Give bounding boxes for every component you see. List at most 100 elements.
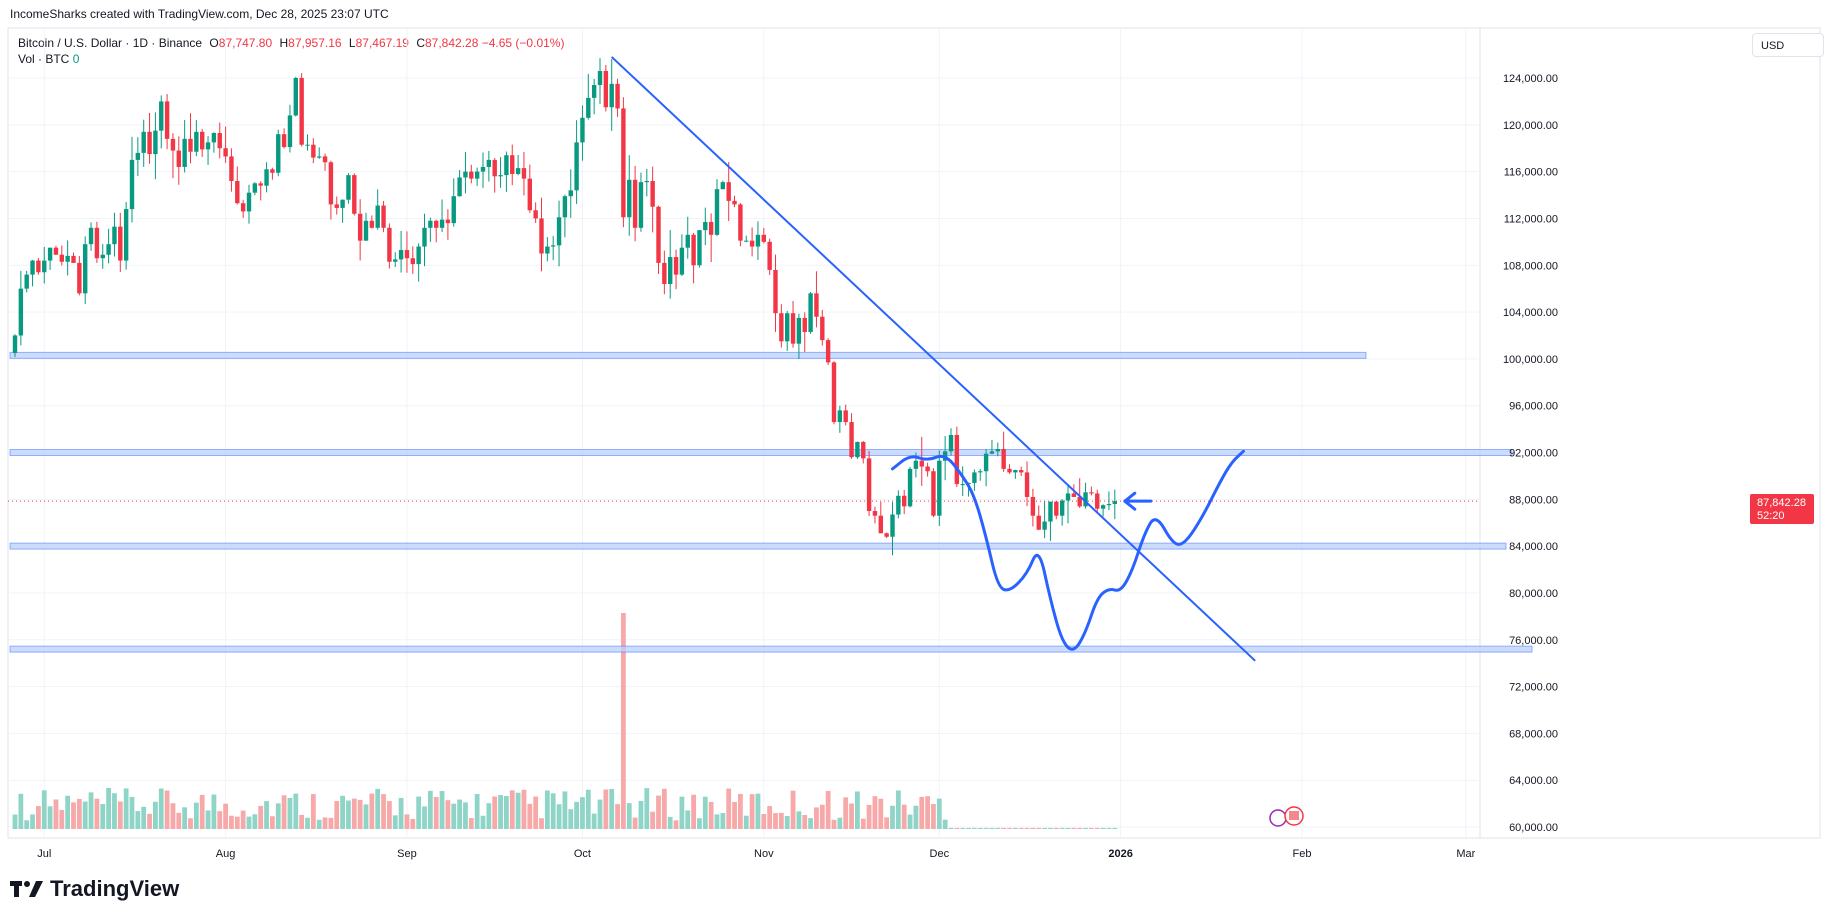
volume-bar	[1018, 827, 1024, 829]
volume-bar	[463, 802, 468, 829]
candle-body	[65, 255, 70, 262]
candle-body	[12, 335, 18, 354]
candle-body	[88, 227, 94, 245]
volume-bar	[585, 789, 591, 829]
event-badge-icon[interactable]	[1269, 809, 1287, 827]
candle-body	[948, 434, 954, 452]
candle-body	[434, 220, 439, 228]
candle-body	[480, 166, 486, 172]
volume-bar	[615, 804, 620, 829]
candle-body	[855, 441, 860, 458]
volume-bar	[691, 794, 696, 829]
volume-bar	[948, 827, 954, 829]
price-tick-label: 108,000.00	[1503, 260, 1558, 272]
time-axis[interactable]: Jul Aug Sep Oct Nov Dec 2026 Feb Mar	[37, 848, 1475, 860]
volume-bar	[1094, 827, 1100, 829]
candle-body	[71, 255, 76, 263]
candle-body	[1100, 505, 1106, 509]
candle-body	[644, 180, 649, 183]
projection-path[interactable]	[891, 449, 1245, 651]
tradingview-logo: TradingView	[10, 876, 179, 902]
drawings[interactable]	[611, 56, 1256, 662]
currency-selector[interactable]: USD	[1752, 33, 1824, 57]
volume-bar	[697, 818, 702, 829]
countdown-label: 52:20	[1757, 510, 1785, 522]
volume-bar	[211, 794, 217, 829]
volume-bar	[1083, 827, 1088, 829]
candle-body	[299, 78, 304, 145]
candle-body	[691, 234, 696, 266]
candle-body	[1059, 500, 1065, 516]
candle-body	[83, 244, 88, 294]
candle-body	[451, 196, 456, 224]
volume-bar	[632, 817, 638, 829]
price-tick-label: 116,000.00	[1504, 167, 1558, 179]
candle-body	[913, 460, 919, 469]
horizontal-zones[interactable]	[8, 351, 1533, 653]
candle-body	[170, 138, 176, 151]
price-chart[interactable]: 124,000.00 120,000.00 116,000.00 112,000.00…	[0, 0, 1835, 870]
candle-body	[714, 189, 720, 235]
brand-name: TradingView	[50, 876, 180, 901]
volume-bar	[363, 804, 369, 829]
arrow-icon[interactable]	[1123, 491, 1153, 511]
volume-bar	[433, 796, 439, 829]
volume-bar	[1059, 827, 1065, 829]
price-tick-label: 92,000.00	[1509, 448, 1558, 460]
event-badges[interactable]	[1269, 806, 1304, 827]
trendline[interactable]	[611, 56, 1256, 662]
candle-body	[814, 293, 819, 317]
symbol-label[interactable]: Bitcoin / U.S. Dollar · 1D · Binance	[18, 36, 203, 50]
volume-bar	[656, 795, 661, 829]
candle-body	[293, 78, 298, 116]
volume-bar	[486, 803, 492, 829]
flag-icon	[1289, 811, 1299, 820]
support-resistance-zone[interactable]	[9, 449, 1513, 456]
candle-body	[463, 171, 468, 178]
volume-bar	[457, 799, 462, 829]
volume-bar	[1024, 827, 1030, 829]
volume-bar	[1012, 827, 1018, 829]
candle-body	[352, 175, 357, 214]
candle-body	[878, 515, 883, 534]
candle-body	[586, 97, 591, 118]
volume-bar	[901, 804, 907, 829]
volume-bar	[732, 801, 737, 829]
volume-bar	[819, 804, 825, 829]
volume-bar	[47, 806, 53, 829]
volume-bar	[1053, 827, 1059, 829]
support-resistance-zone[interactable]	[9, 645, 1533, 653]
volume-label[interactable]: Vol · BTC	[18, 52, 70, 66]
price-tick-label: 68,000.00	[1509, 728, 1558, 740]
price-tick-label: 100,000.00	[1503, 354, 1558, 366]
candle-body	[767, 241, 772, 270]
candle-body	[773, 269, 778, 314]
volume-bar	[661, 788, 667, 829]
volume-bar	[328, 817, 334, 829]
volume-bar	[884, 817, 890, 829]
volume-bar	[398, 797, 404, 829]
candle-body	[820, 316, 825, 341]
support-resistance-zone[interactable]	[9, 542, 1507, 550]
volume-bar	[252, 814, 258, 829]
volume-bar	[188, 818, 193, 829]
price-axis[interactable]: 124,000.00 120,000.00 116,000.00 112,000.00…	[1503, 73, 1558, 834]
volume-bar	[568, 809, 574, 829]
volume-bar	[439, 791, 445, 829]
support-resistance-zone[interactable]	[9, 351, 1367, 359]
candle-body	[264, 169, 269, 186]
volume-bar	[977, 827, 983, 829]
volume-bar	[597, 799, 603, 829]
candle-body	[1065, 493, 1071, 501]
volume-bar	[784, 816, 790, 829]
volume-bar	[539, 818, 544, 829]
candle-body	[627, 179, 632, 218]
tradingview-logo-icon	[10, 881, 43, 897]
candle-body	[995, 448, 1000, 452]
candle-body	[428, 220, 433, 228]
candle-body	[1019, 470, 1024, 473]
volume-bar	[872, 796, 878, 829]
candle-body	[381, 205, 386, 228]
volume-bar	[550, 793, 556, 829]
volume-bar	[199, 794, 205, 829]
